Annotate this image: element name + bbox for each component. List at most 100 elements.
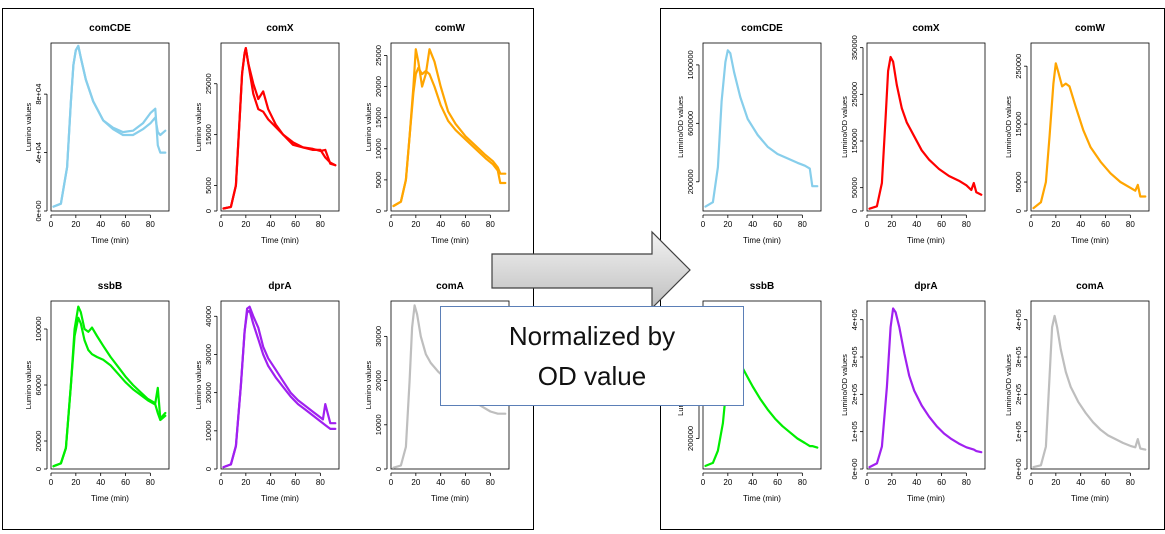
y-tick-label: 1e+05 bbox=[1014, 421, 1023, 442]
plot-frame bbox=[50, 42, 170, 212]
x-tick-label: 80 bbox=[1126, 478, 1135, 487]
panel-title: comX bbox=[266, 23, 294, 34]
panel-comx: comX 0 20 40 60 80 Time (min) 0 50000 150000 25000… bbox=[840, 23, 986, 245]
x-tick-label: 40 bbox=[266, 220, 275, 229]
y-tick-label: 3e+05 bbox=[850, 346, 859, 367]
x-tick-label: 40 bbox=[96, 478, 105, 487]
series-line-1 bbox=[1032, 62, 1147, 210]
panel-comcde: comCDE 0 20 40 60 80 Time (min) 0e+00 4e+04 8e+04… bbox=[24, 23, 170, 245]
y-tick-label: 10000 bbox=[204, 420, 213, 441]
y-tick-label: 30000 bbox=[374, 326, 383, 347]
x-tick-label: 20 bbox=[71, 478, 80, 487]
y-axis-label: Lumino values bbox=[194, 103, 203, 152]
x-tick-label: 80 bbox=[486, 220, 495, 229]
x-tick-label: 60 bbox=[291, 478, 300, 487]
x-tick-label: 0 bbox=[49, 478, 54, 487]
x-tick-label: 80 bbox=[962, 220, 971, 229]
x-axis-label: Time (min) bbox=[261, 494, 299, 503]
y-axis-label: Lumino/OD values bbox=[840, 96, 849, 158]
x-tick-label: 80 bbox=[316, 220, 325, 229]
x-tick-label: 40 bbox=[748, 478, 757, 487]
right-figure-normalized: comCDE 0 20 40 60 80 Time (min) 200000 600000 100… bbox=[660, 8, 1165, 530]
x-tick-label: 20 bbox=[71, 220, 80, 229]
x-axis-label: Time (min) bbox=[431, 236, 469, 245]
series-line-2 bbox=[222, 46, 337, 210]
x-tick-label: 20 bbox=[887, 220, 896, 229]
series-line-2 bbox=[52, 316, 167, 468]
x-axis-label: Time (min) bbox=[743, 236, 781, 245]
panel-ssbb: ssbB 0 20 40 60 80 Time (min) 0 20000 60000 100000… bbox=[24, 281, 170, 503]
y-tick-label: 8e+04 bbox=[34, 84, 43, 105]
x-tick-label: 80 bbox=[962, 478, 971, 487]
y-tick-label: 0e+00 bbox=[850, 458, 859, 479]
y-tick-label: 100000 bbox=[34, 316, 43, 341]
y-tick-label: 25000 bbox=[374, 45, 383, 66]
panel-title: comCDE bbox=[89, 23, 131, 34]
series-line-1 bbox=[1032, 314, 1147, 469]
y-tick-label: 10000 bbox=[374, 138, 383, 159]
normalization-note-box: Normalized by OD value bbox=[440, 306, 744, 406]
x-tick-label: 40 bbox=[912, 478, 921, 487]
y-tick-label: 20000 bbox=[374, 76, 383, 97]
series-line-1 bbox=[704, 353, 819, 467]
x-axis-label: Time (min) bbox=[431, 494, 469, 503]
y-tick-label: 4e+05 bbox=[1014, 309, 1023, 330]
x-axis-label: Time (min) bbox=[91, 236, 129, 245]
x-tick-label: 20 bbox=[887, 478, 896, 487]
x-tick-label: 60 bbox=[121, 220, 130, 229]
plot-frame bbox=[50, 300, 170, 470]
left-figure-svg: comCDE 0 20 40 60 80 Time (min) 0e+00 4e+04 8e+04… bbox=[24, 23, 510, 503]
y-tick-label: 20000 bbox=[204, 382, 213, 403]
x-tick-label: 80 bbox=[146, 478, 155, 487]
x-tick-label: 40 bbox=[1076, 220, 1085, 229]
y-tick-label: 1e+05 bbox=[850, 421, 859, 442]
series-line-1 bbox=[868, 307, 983, 469]
normalization-note-text: Normalized by OD value bbox=[509, 316, 675, 396]
y-tick-label: 15000 bbox=[374, 107, 383, 128]
x-axis-label: Time (min) bbox=[743, 494, 781, 503]
x-tick-label: 0 bbox=[701, 478, 706, 487]
x-tick-label: 40 bbox=[436, 478, 445, 487]
series-line-1 bbox=[704, 49, 819, 208]
y-tick-label: 0 bbox=[1014, 209, 1023, 213]
y-axis-label: Lumino values bbox=[24, 103, 33, 152]
y-axis-label: Lumino/OD values bbox=[1004, 354, 1013, 416]
y-tick-label: 0e+00 bbox=[1014, 458, 1023, 479]
x-tick-label: 20 bbox=[1051, 220, 1060, 229]
y-tick-label: 0 bbox=[850, 209, 859, 213]
y-tick-label: 5000 bbox=[374, 172, 383, 189]
y-tick-label: 30000 bbox=[204, 344, 213, 365]
x-tick-label: 20 bbox=[411, 220, 420, 229]
y-axis-label: Lumino values bbox=[194, 361, 203, 410]
normalization-note-line1: Normalized by bbox=[508, 321, 676, 351]
plot-frame bbox=[702, 42, 822, 212]
panel-title: comX bbox=[912, 23, 940, 34]
x-tick-label: 80 bbox=[798, 220, 807, 229]
x-axis-label: Time (min) bbox=[907, 494, 945, 503]
series-line-2 bbox=[392, 66, 507, 208]
y-tick-label: 20000 bbox=[374, 370, 383, 391]
plot-frame bbox=[866, 42, 986, 212]
panel-title: comW bbox=[1075, 23, 1106, 34]
panel-comw: comW 0 20 40 60 80 Time (min) 0 5000 10000 15000 20… bbox=[364, 23, 510, 245]
x-tick-label: 0 bbox=[49, 220, 54, 229]
y-axis-label: Lumino values bbox=[364, 103, 373, 152]
y-tick-label: 1000000 bbox=[686, 50, 695, 79]
plot-frame bbox=[1030, 300, 1150, 470]
x-tick-label: 0 bbox=[1029, 220, 1034, 229]
panel-comcde: comCDE 0 20 40 60 80 Time (min) 200000 600000 100… bbox=[676, 23, 822, 245]
x-tick-label: 0 bbox=[701, 220, 706, 229]
y-tick-label: 0 bbox=[374, 209, 383, 213]
y-tick-label: 40000 bbox=[204, 306, 213, 327]
x-tick-label: 60 bbox=[937, 220, 946, 229]
x-tick-label: 60 bbox=[121, 478, 130, 487]
y-tick-label: 0 bbox=[34, 467, 43, 471]
y-tick-label: 60000 bbox=[34, 375, 43, 396]
series-line-1 bbox=[392, 304, 507, 469]
x-tick-label: 60 bbox=[1101, 478, 1110, 487]
x-tick-label: 60 bbox=[773, 220, 782, 229]
y-tick-label: 0 bbox=[374, 467, 383, 471]
x-axis-label: Time (min) bbox=[907, 236, 945, 245]
series-line-1 bbox=[868, 55, 983, 210]
